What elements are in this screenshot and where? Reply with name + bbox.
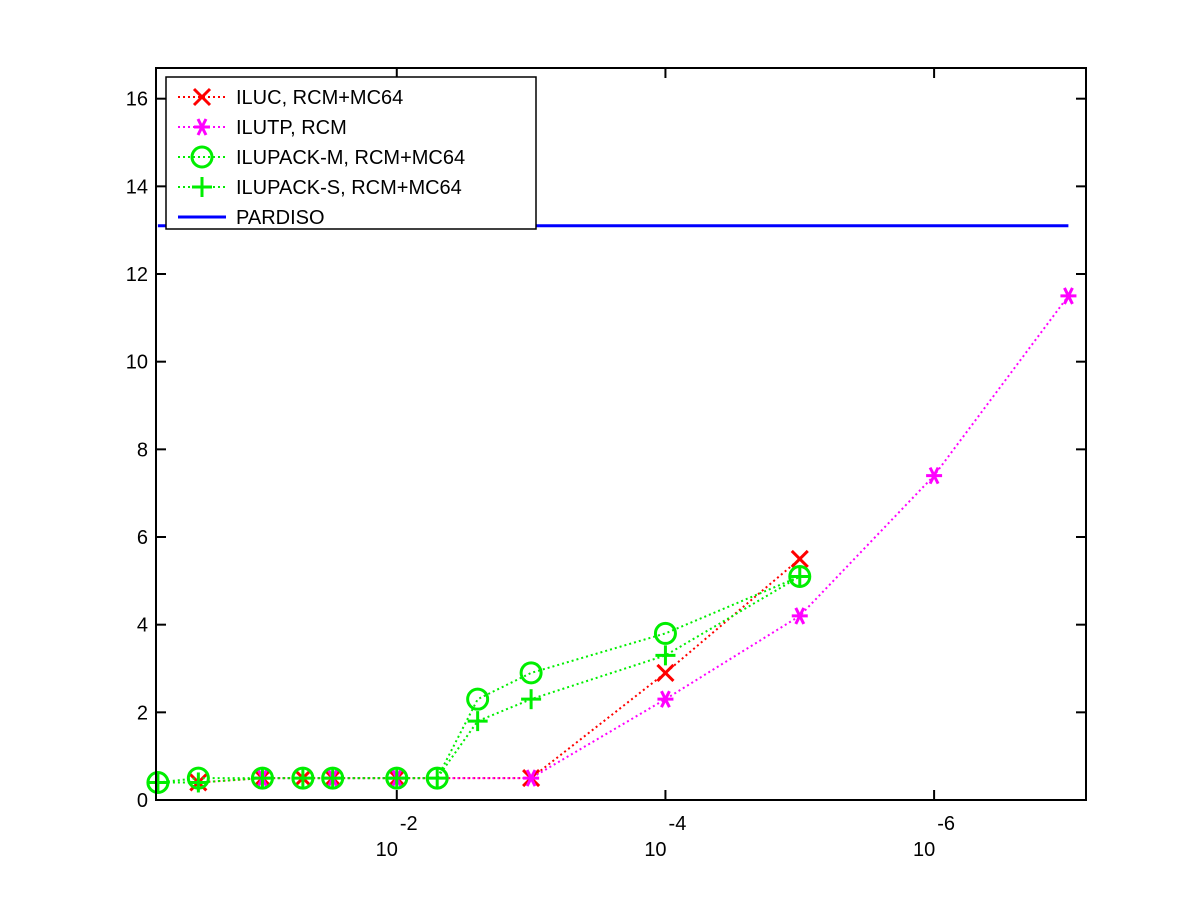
- series-3-point-10: [653, 621, 677, 645]
- series-2-point-4-stroke-c: [525, 769, 537, 787]
- legend-marker-4: [192, 177, 212, 197]
- series-2-point-7-stroke-c: [928, 466, 940, 485]
- series-2-line: [262, 295, 1070, 780]
- x-tick-base-1: 10: [644, 839, 666, 861]
- series-1-point-7: [656, 663, 675, 682]
- series-1: [189, 549, 809, 792]
- y-tick-label-6: 12: [126, 264, 148, 286]
- series-1-point-8: [790, 549, 809, 568]
- y-tick-label-0: 0: [137, 790, 148, 812]
- legend-entry-4: ILUPACK-S, RCM+MC64: [178, 177, 462, 199]
- y-tick-label-1: 2: [137, 702, 148, 724]
- x-tick-exponent-0: -2: [400, 813, 418, 835]
- y-tick-label-4: 8: [137, 439, 148, 461]
- legend-marker-1: [192, 87, 212, 107]
- series-4-line: [157, 575, 801, 784]
- series-1-point-8-stroke-b: [790, 549, 809, 568]
- y-tick-label-2: 4: [137, 615, 148, 637]
- legend-entry-2: ILUTP, RCM: [178, 117, 347, 139]
- series-3-point-8: [466, 687, 490, 711]
- legend-marker-2-stroke-c: [196, 118, 208, 136]
- plot-frame: [155, 67, 1087, 801]
- series-4: [147, 566, 810, 793]
- series-4-point-1: [147, 772, 168, 793]
- series-4-point-4: [292, 768, 313, 789]
- series-3-line: [157, 575, 801, 784]
- series-2: [254, 287, 1077, 787]
- x-tick-base-0: 10: [376, 839, 398, 861]
- x-tick-exponent-1: -4: [669, 813, 687, 835]
- series-2-point-5: [657, 690, 674, 708]
- legend-entry-3: ILUPACK-M, RCM+MC64: [178, 145, 465, 169]
- y-tick-label-5: 10: [126, 352, 148, 374]
- series-2-point-6-stroke-c: [794, 607, 806, 625]
- series-2-point-6: [791, 607, 808, 625]
- x-tick-exponent-2: -6: [937, 813, 955, 835]
- legend-marker-2: [194, 118, 210, 136]
- legend-entry-1: ILUC, RCM+MC64: [178, 87, 403, 109]
- legend-label-1: ILUC, RCM+MC64: [236, 87, 403, 109]
- series-4-point-7: [427, 768, 448, 789]
- series-4-point-9: [521, 689, 542, 710]
- legend-label-2: ILUTP, RCM: [236, 117, 347, 139]
- series-4-point-10: [655, 645, 676, 666]
- legend-box: [165, 76, 537, 230]
- series-2-point-8-stroke-c: [1063, 287, 1074, 305]
- x-tick-base-2: 10: [913, 839, 935, 861]
- series-2-point-5-stroke-c: [660, 690, 671, 708]
- series-4-point-3: [252, 768, 273, 789]
- series-4-point-5: [322, 768, 343, 789]
- legend-entry-5: PARDISO: [178, 207, 325, 229]
- series-4-point-8: [467, 711, 488, 732]
- legend-label-5: PARDISO: [236, 207, 325, 229]
- legend-marker-3: [190, 145, 214, 169]
- y-tick-label-3: 6: [137, 527, 148, 549]
- series-1-point-7-stroke-b: [656, 663, 675, 682]
- series-4-point-2: [188, 772, 209, 793]
- series-2-point-8: [1060, 287, 1077, 305]
- legend-label-3: ILUPACK-M, RCM+MC64: [236, 147, 465, 169]
- series-1-line: [198, 558, 801, 784]
- series-4-point-6: [386, 768, 407, 789]
- series-layer: [146, 224, 1077, 794]
- legend-marker-1-stroke-b: [192, 87, 212, 107]
- series-3-point-9: [519, 661, 543, 685]
- legend-label-4: ILUPACK-S, RCM+MC64: [236, 177, 462, 199]
- series-2-point-4: [523, 769, 540, 787]
- series-4-point-11: [789, 566, 810, 587]
- y-tick-label-7: 14: [126, 176, 148, 198]
- series-3: [146, 564, 812, 794]
- y-tick-label-8: 16: [126, 89, 148, 111]
- legend: ILUC, RCM+MC64 ILUTP, RCM ILUPACK-M, RCM+M…: [165, 76, 537, 230]
- series-2-point-7: [926, 466, 943, 485]
